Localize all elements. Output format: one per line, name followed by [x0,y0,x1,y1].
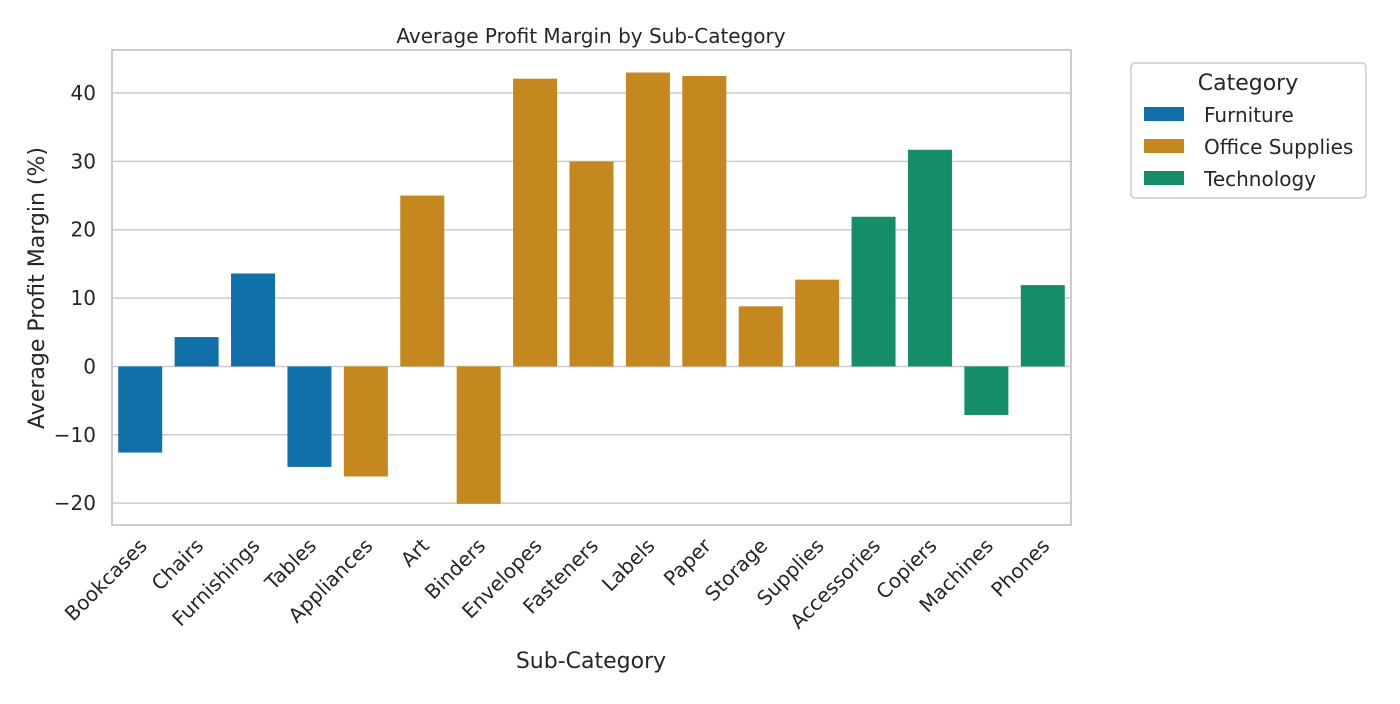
bar-art [400,195,445,367]
bar-copiers [907,149,952,367]
x-tick-labels: BookcasesChairsFurnishingsTablesApplianc… [60,533,1055,633]
x-tick-label: Phones [986,534,1054,602]
x-tick-label: Art [396,533,434,571]
x-axis-label: Sub-Category [516,649,666,674]
bar-bookcases [118,366,163,453]
bar-furnishings [231,273,276,367]
y-tick-label: 10 [71,286,96,310]
legend-label: Technology [1203,167,1316,191]
legend-swatch [1144,139,1184,153]
bar-machines [964,366,1009,415]
legend-label: Office Supplies [1204,135,1353,159]
chart-title: Average Profit Margin by Sub-Category [396,24,785,48]
bar-accessories [851,216,896,367]
bar-phones [1020,285,1065,367]
y-tick-label: −20 [54,491,96,515]
y-tick-labels: −20 −10 0 10 20 30 40 [54,81,96,515]
legend-frame [1130,62,1367,199]
x-tick-label: Bookcases [60,534,152,626]
bar-paper [682,75,727,367]
y-tick-label: 40 [71,81,96,105]
bar-storage [738,306,783,367]
bar-tables [287,366,332,467]
legend-label: Furniture [1204,103,1294,127]
y-tick-label: 0 [83,354,96,378]
y-tick-label: 20 [71,218,96,242]
bars [118,72,1065,504]
bar-envelopes [513,78,558,367]
bar-labels [625,72,670,367]
x-tick-label: Labels [597,534,659,596]
legend: Category Furniture Office Supplies Technol… [1130,62,1367,199]
y-tick-label: −10 [54,423,96,447]
legend-swatch [1144,107,1184,121]
bar-fasteners [569,161,614,367]
y-axis-label: Average Profit Margin (%) [25,147,50,429]
legend-entries: Furniture Office Supplies Technology [1144,103,1353,191]
bar-supplies [795,279,840,367]
bar-chairs [174,337,219,367]
bar-binders [456,366,501,504]
y-tick-label: 30 [71,149,96,173]
plot-frame [111,49,1072,526]
bar-appliances [343,366,388,477]
legend-swatch [1144,171,1184,185]
legend-title: Category [1198,71,1299,96]
